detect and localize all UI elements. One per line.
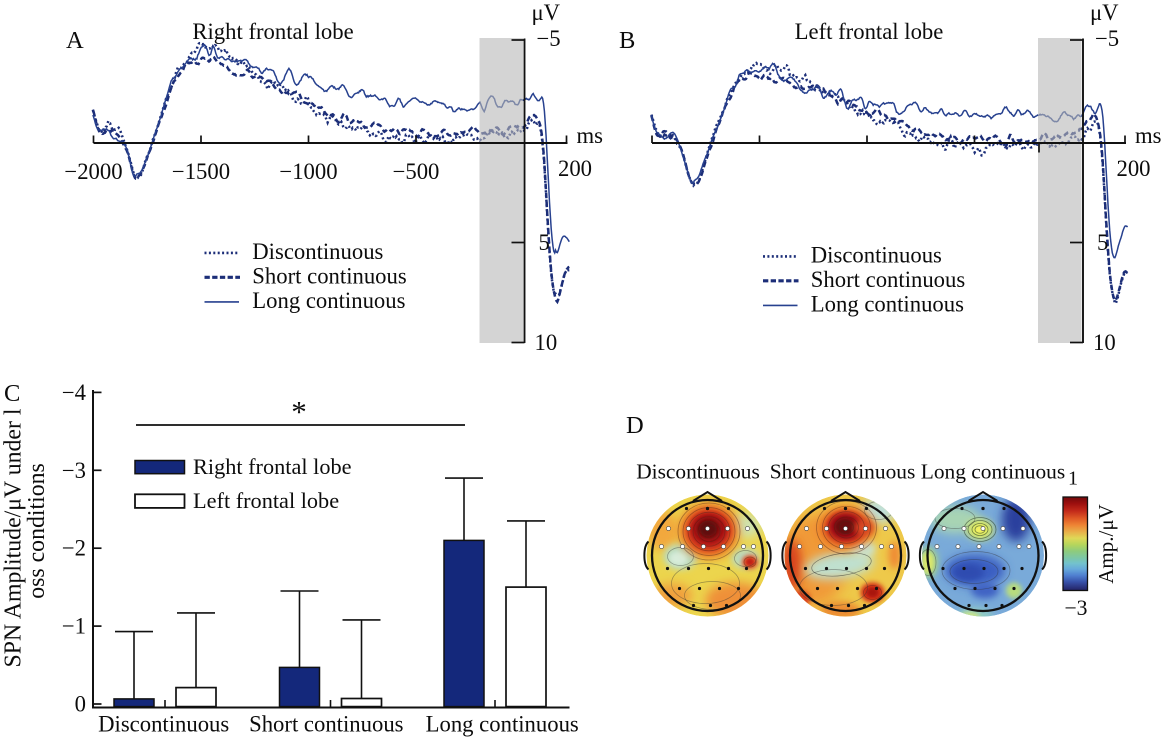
svg-text:Discontinuous: Discontinuous (252, 239, 383, 264)
svg-text:Short continuous: Short continuous (252, 264, 407, 289)
svg-text:−4: −4 (62, 380, 86, 405)
svg-text:−3: −3 (62, 458, 86, 483)
svg-text:−2: −2 (62, 536, 86, 561)
svg-text:*: * (291, 394, 307, 429)
svg-text:Long continuous: Long continuous (811, 292, 964, 317)
svg-text:ms: ms (1135, 123, 1162, 148)
svg-text:Left frontal lobe: Left frontal lobe (193, 488, 339, 513)
svg-text:B: B (619, 27, 635, 54)
svg-text:Discontinuous: Discontinuous (98, 712, 229, 737)
svg-text:D: D (626, 412, 644, 439)
svg-text:SPN Amplitude/μV under l: SPN Amplitude/μV under l (1, 408, 27, 667)
svg-text:−5: −5 (537, 26, 561, 51)
svg-text:−2000: −2000 (64, 159, 122, 184)
svg-text:A: A (66, 27, 84, 54)
svg-text:Long continuous: Long continuous (252, 288, 405, 313)
svg-text:−3: −3 (1064, 596, 1087, 620)
svg-text:200: 200 (558, 156, 592, 181)
svg-text:Short continuous: Short continuous (811, 267, 966, 292)
svg-text:Short continuous: Short continuous (770, 460, 916, 484)
svg-text:−1500: −1500 (172, 159, 230, 184)
svg-text:5: 5 (1097, 230, 1108, 255)
svg-text:Long continuous: Long continuous (921, 460, 1065, 484)
svg-text:Right frontal lobe: Right frontal lobe (193, 454, 352, 479)
svg-text:Discontinuous: Discontinuous (636, 460, 760, 484)
svg-text:Long continuous: Long continuous (426, 712, 579, 737)
svg-text:Left frontal lobe: Left frontal lobe (795, 19, 944, 44)
svg-text:Right frontal lobe: Right frontal lobe (192, 19, 353, 44)
svg-text:oss conditions: oss conditions (24, 463, 50, 599)
svg-text:200: 200 (1116, 156, 1150, 181)
svg-text:−5: −5 (1095, 26, 1119, 51)
svg-text:10: 10 (535, 330, 558, 355)
svg-text:1: 1 (1068, 468, 1078, 490)
svg-text:0: 0 (75, 692, 86, 717)
svg-text:ms: ms (577, 123, 604, 148)
svg-text:−1: −1 (62, 614, 86, 639)
svg-text:Short continuous: Short continuous (249, 712, 404, 737)
svg-text:μV: μV (532, 0, 561, 25)
svg-text:μV: μV (1090, 0, 1119, 25)
svg-text:−500: −500 (393, 159, 440, 184)
svg-text:C: C (4, 380, 20, 407)
svg-text:−1000: −1000 (279, 159, 337, 184)
svg-text:10: 10 (1093, 330, 1116, 355)
svg-text:Discontinuous: Discontinuous (811, 243, 942, 268)
svg-text:Amp./μV: Amp./μV (1094, 504, 1118, 584)
svg-text:5: 5 (539, 230, 550, 255)
